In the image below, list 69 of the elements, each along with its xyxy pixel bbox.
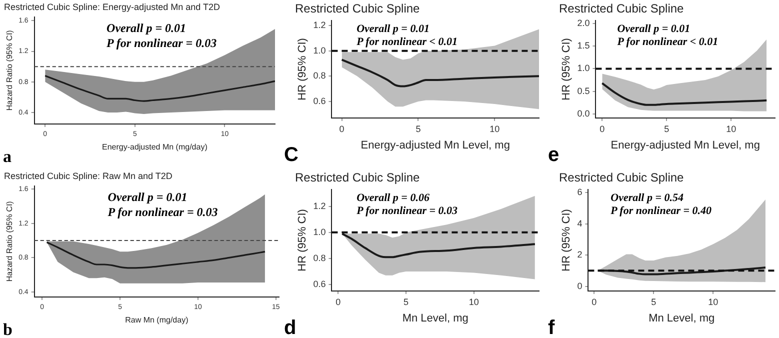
line-series <box>46 241 266 269</box>
y-axis-title: HR (95% CI) <box>560 38 573 100</box>
text: C <box>284 144 298 166</box>
annotation: P for nonlinear < 0.01 <box>617 36 718 48</box>
annotation: P for nonlinear = 0.03 <box>356 205 458 218</box>
x-axis-title: Mn Level, mg <box>648 312 715 324</box>
chart-title: Restricted Cubic Spline <box>559 2 684 16</box>
annotation: P for nonlinear = 0.40 <box>610 205 712 218</box>
annotation: Overall p = 0.01 <box>106 20 186 35</box>
chart-title: Restricted Cubic Spline <box>559 170 684 185</box>
x-tick-label: 0 <box>336 296 341 307</box>
chart-title: Restricted Cubic Spline: Energy-adjusted Mn and T2D <box>4 2 220 12</box>
x-tick-label: 0 <box>339 124 344 134</box>
y-tick-label: 2.0 <box>577 18 590 28</box>
y-tick-label: 6 <box>577 187 582 198</box>
text: b <box>3 320 12 338</box>
annotation: Overall p = 0.54 <box>610 192 684 204</box>
x-tick-label: 5 <box>664 124 670 134</box>
y-tick-label: 0.8 <box>313 252 326 263</box>
x-tick-label: 10 <box>708 296 718 307</box>
y-tick-label: 2 <box>577 250 582 260</box>
annotation: P for nonlinear < 0.01 <box>356 36 458 48</box>
y-tick-label: 1.2 <box>313 200 326 211</box>
line-series <box>44 74 275 102</box>
y-tick-label: 0.6 <box>313 96 326 106</box>
y-tick-label: 1.2 <box>313 20 326 30</box>
y-tick-label: 1.0 <box>313 226 326 237</box>
y-axis-title: Hazard Ratio (95% CI) <box>5 30 14 111</box>
text: e <box>548 144 560 166</box>
y-axis-title: HR (95% CI) <box>296 38 309 100</box>
x-tick-label: 5 <box>651 296 656 307</box>
annotation: Overall p = 0.01 <box>617 23 690 36</box>
y-tick-label: 0.8 <box>313 70 326 81</box>
y-axis-title: Hazard Ratio (95% CI) <box>5 200 14 282</box>
text: d <box>284 317 296 338</box>
y-axis-title: HR (95% CI) <box>560 209 573 272</box>
x-tick-label: 5 <box>416 124 421 134</box>
line-series <box>340 58 539 88</box>
x-tick-label: 5 <box>403 296 408 307</box>
x-tick-label: 0 <box>592 296 597 307</box>
y-tick-label: 1.0 <box>313 45 326 56</box>
x-axis-title: Raw Mn (mg/day) <box>125 315 189 324</box>
y-tick-label: 0.0 <box>577 108 590 118</box>
x-tick-label: 10 <box>490 124 500 134</box>
y-tick-label: 4 <box>577 218 582 228</box>
y-tick-label: 0.6 <box>313 278 326 289</box>
x-tick-label: 10 <box>468 296 479 307</box>
text: a <box>3 147 12 166</box>
y-tick-label: 0.5 <box>577 86 590 96</box>
annotation: P for nonlinear = 0.03 <box>108 204 218 219</box>
x-axis-title: Energy-adjusted Mn Level, mg <box>610 139 760 152</box>
x-axis-title: Energy-adjusted Mn Level, mg <box>360 139 510 152</box>
line-series <box>601 82 768 106</box>
chart-title: Restricted Cubic Spline: Raw Mn and T2D <box>4 170 173 181</box>
y-tick-label: 1.5 <box>577 40 590 51</box>
x-axis-title: Mn Level, mg <box>402 312 468 324</box>
annotation: Overall p = 0.06 <box>356 192 430 204</box>
annotation: Overall p = 0.01 <box>356 23 430 36</box>
x-tick-label: 10 <box>726 124 736 134</box>
annotation: Overall p = 0.01 <box>108 190 188 204</box>
y-tick-label: 1.0 <box>577 63 590 74</box>
annotation: P for nonlinear = 0.03 <box>106 36 217 50</box>
y-tick-label: 0 <box>577 280 582 291</box>
y-axis-title: HR (95% CI) <box>296 209 309 272</box>
chart-title: Restricted Cubic Spline <box>295 170 420 185</box>
x-tick-label: 0 <box>600 124 605 134</box>
chart-title: Restricted Cubic Spline <box>295 2 420 16</box>
x-axis-title: Energy-adjusted Mn (mg/day) <box>102 142 208 152</box>
text: f <box>548 317 555 338</box>
